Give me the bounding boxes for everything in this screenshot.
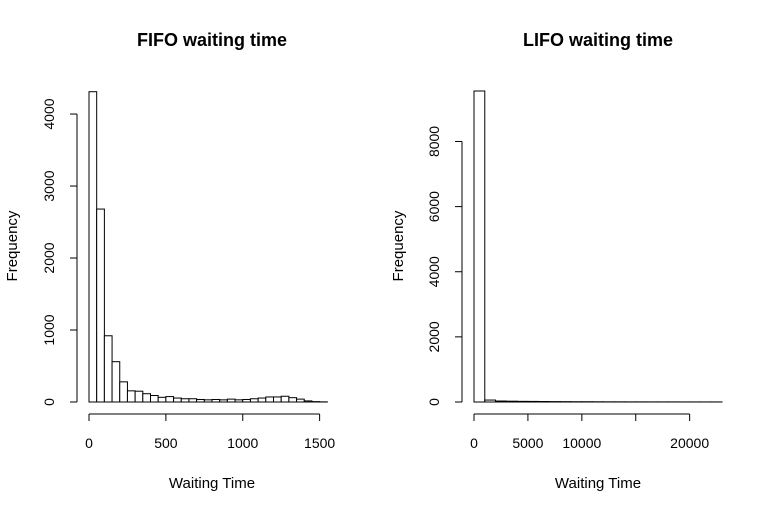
fifo-bar [265,396,274,403]
lifo-x-axis: 0 5000 10000 20000 [470,413,709,451]
fifo-y-tick-label: 2000 [41,242,57,273]
fifo-bar [188,398,198,403]
fifo-x-tick-label: 0 [85,435,93,451]
fifo-bar [296,398,305,403]
lifo-chart-title: LIFO waiting time [523,30,673,50]
lifo-bar [484,399,497,403]
fifo-bar [142,393,151,403]
lifo-x-tick-label: 20000 [670,435,709,451]
fifo-x-axis: 0 500 1000 1500 [85,413,335,451]
fifo-bar [303,400,313,403]
fifo-bar [273,396,282,403]
fifo-y-axis-label: Frequency [4,210,21,281]
fifo-bar [219,399,228,403]
fifo-bars [88,91,328,403]
lifo-y-tick-label: 0 [426,398,442,406]
fifo-histogram: FIFO waiting time Waiting Time Frequency… [4,30,335,492]
lifo-bar [473,90,486,403]
lifo-y-axis-label: Frequency [390,210,407,281]
lifo-bars [473,90,723,403]
fifo-bar [96,208,105,403]
lifo-bar [505,400,518,403]
lifo-x-tick-label: 10000 [562,435,601,451]
lifo-y-tick-label: 2000 [426,321,442,352]
fifo-y-axis: 0 1000 2000 3000 4000 [41,98,78,406]
fifo-y-tick-label: 0 [41,398,57,406]
lifo-bar [527,400,540,403]
fifo-bar [257,397,267,403]
fifo-bar [280,395,290,403]
fifo-bar [211,398,221,403]
fifo-bar [203,399,213,403]
fifo-chart-title: FIFO waiting time [137,30,287,50]
fifo-bar [234,399,244,403]
fifo-bar [111,361,121,403]
lifo-histogram: LIFO waiting time Waiting Time Frequency… [390,30,723,492]
fifo-bar [165,396,175,403]
fifo-y-tick-label: 1000 [41,314,57,345]
fifo-x-tick-label: 1500 [304,435,335,451]
fifo-bar [126,390,136,403]
lifo-y-tick-label: 6000 [426,191,442,222]
fifo-x-tick-label: 500 [154,435,178,451]
fifo-bar [196,398,205,403]
fifo-bar [88,91,98,403]
fifo-bar [150,395,159,403]
lifo-bar [495,400,507,403]
fifo-bar [180,398,190,403]
lifo-y-axis: 0 2000 4000 6000 8000 [426,126,463,406]
lifo-y-tick-label: 4000 [426,256,442,287]
lifo-x-axis-label: Waiting Time [555,475,641,492]
lifo-bar [516,400,529,403]
fifo-bar [288,397,298,403]
fifo-bar [249,398,259,403]
fifo-x-tick-label: 1000 [227,435,258,451]
fifo-bar [242,398,251,403]
fifo-bar [119,381,128,403]
fifo-bar [226,398,236,403]
fifo-bar [134,390,144,403]
lifo-x-tick-label: 5000 [512,435,543,451]
lifo-x-tick-label: 0 [470,435,478,451]
fifo-x-axis-label: Waiting Time [169,475,255,492]
fifo-bar [173,397,182,403]
fifo-y-tick-label: 3000 [41,170,57,201]
fifo-y-tick-label: 4000 [41,98,57,129]
fifo-bar [157,396,167,403]
lifo-y-tick-label: 8000 [426,126,442,157]
fifo-bar [103,335,113,403]
